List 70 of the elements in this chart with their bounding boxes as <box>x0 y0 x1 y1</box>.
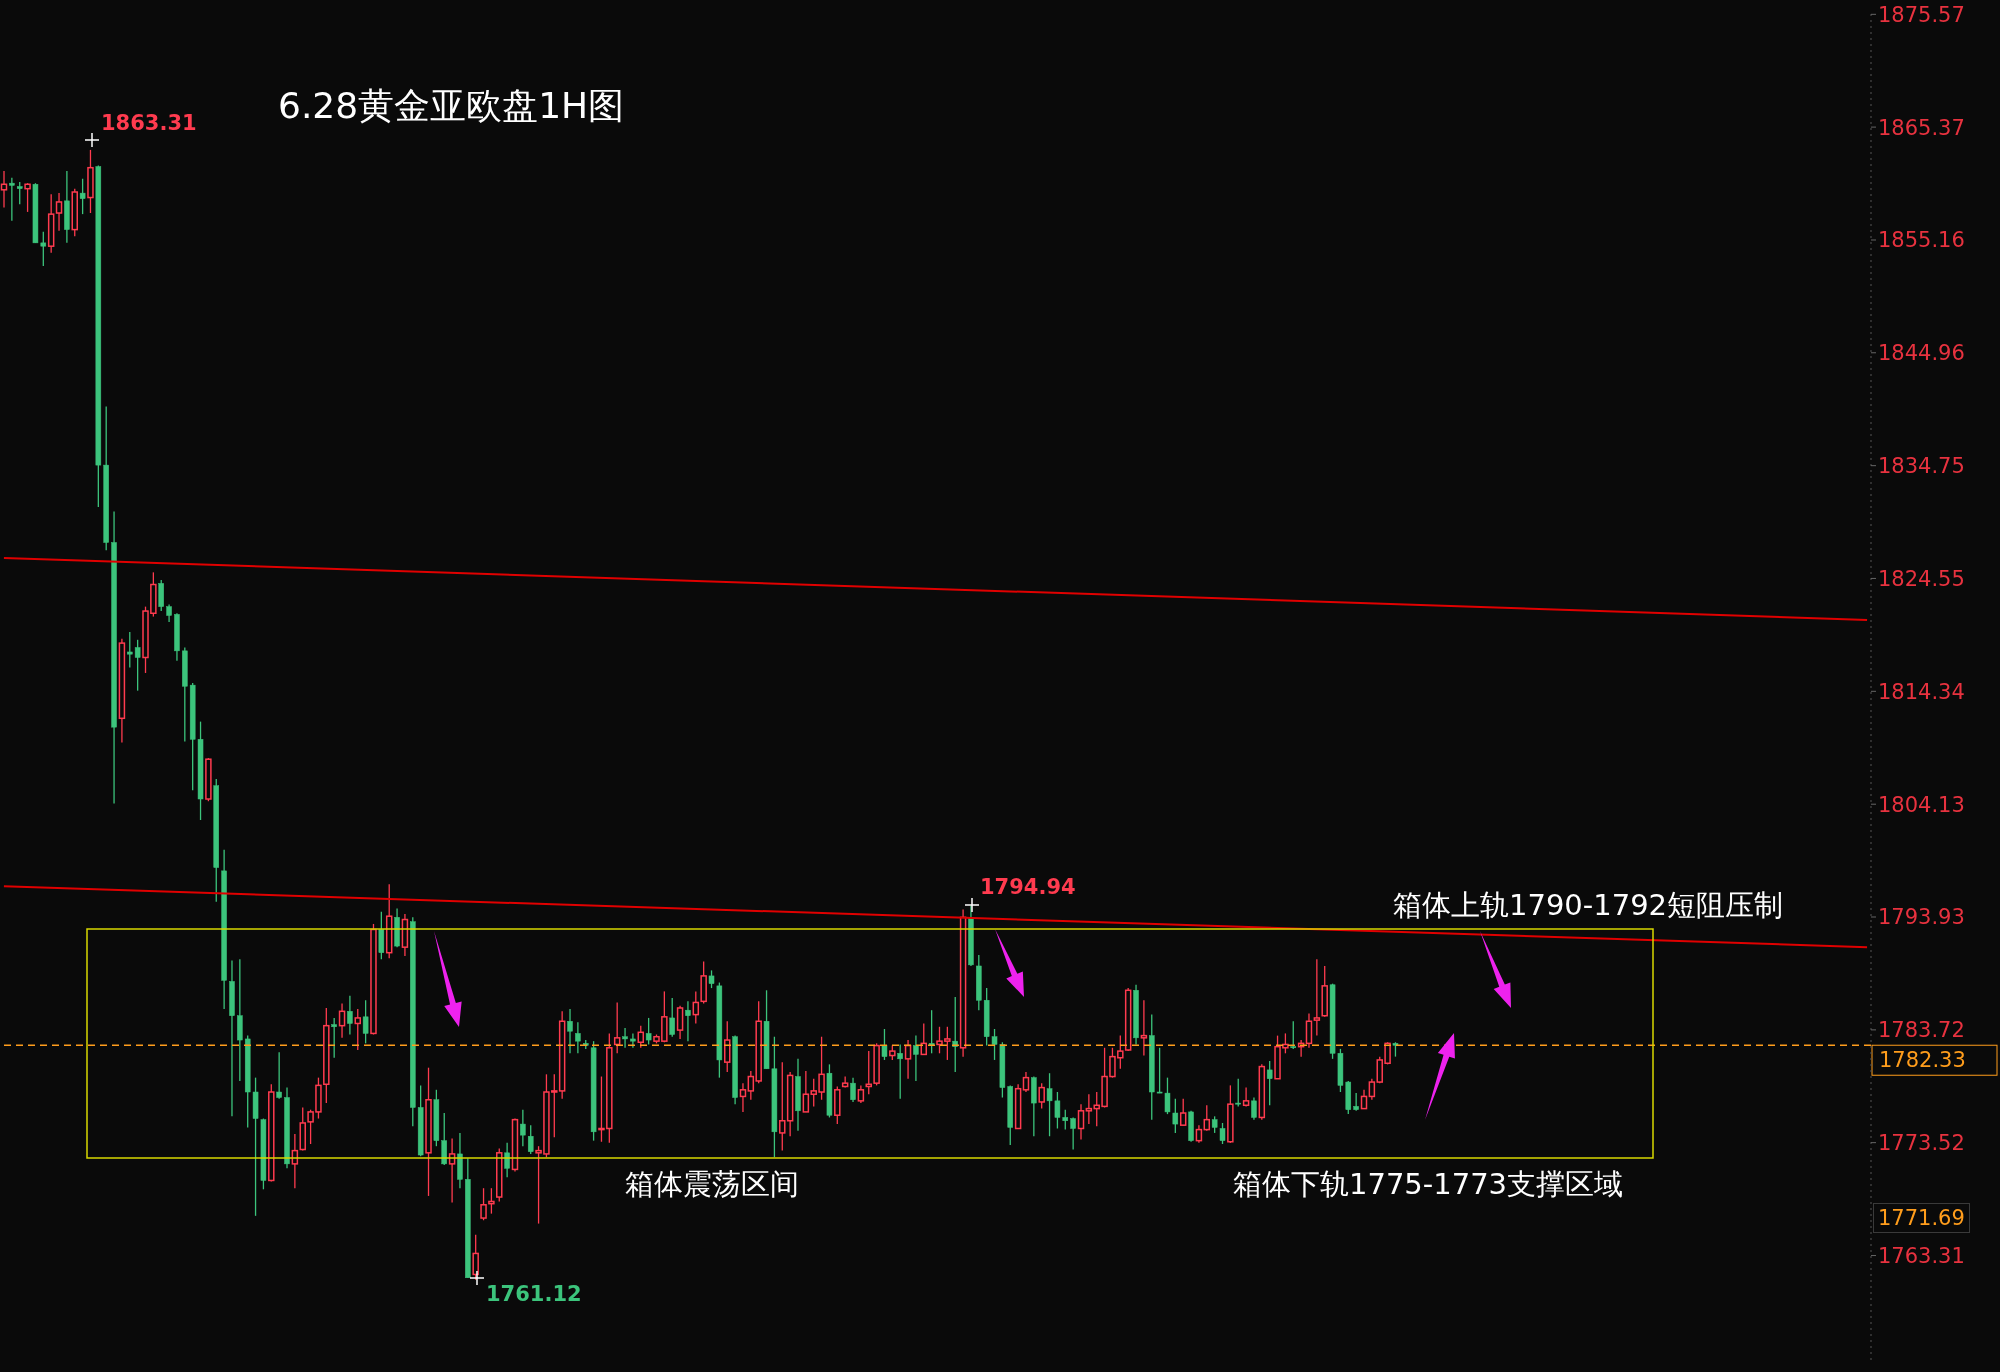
y-tick-label: 1855.16 <box>1878 228 1965 253</box>
candlestick <box>1077 1103 1085 1141</box>
candlestick <box>331 1017 337 1059</box>
annotation: 箱体上轨1790-1792短阻压制 <box>1393 887 1784 924</box>
candlestick <box>16 181 23 205</box>
candlestick <box>575 1021 581 1054</box>
text: 1771.69 <box>1873 1203 1970 1233</box>
candlestick <box>1251 1096 1257 1121</box>
y-tick-label: 1773.52 <box>1878 1131 1965 1156</box>
candlestick <box>622 1027 628 1049</box>
candlestick <box>480 1187 487 1221</box>
text: 6.28黄金亚欧盘1H图 <box>278 84 625 128</box>
candlestick <box>24 182 31 213</box>
candlestick <box>276 1051 282 1100</box>
candlestick <box>1022 1071 1030 1093</box>
candlestick <box>1305 1012 1313 1049</box>
candlestick <box>55 192 63 232</box>
candlestick <box>1290 1020 1297 1050</box>
candlestick <box>739 1082 747 1113</box>
candlestick <box>1070 1116 1076 1151</box>
candlestick <box>347 995 353 1036</box>
candlestick <box>897 1043 903 1100</box>
y-tick-label: 1804.13 <box>1878 792 1965 817</box>
candlestick <box>1140 999 1148 1057</box>
candlestick <box>520 1109 526 1147</box>
y-tick-label: 1824.55 <box>1878 566 1965 591</box>
candlestick <box>630 1032 636 1049</box>
y-tick-label: 1793.93 <box>1878 905 1965 930</box>
candlestick <box>1235 1078 1241 1108</box>
candlestick <box>913 1034 919 1082</box>
candlestick <box>158 579 164 612</box>
y-tick-label: 1814.34 <box>1878 679 1965 704</box>
y-tick-label: 1834.75 <box>1878 454 1965 479</box>
y-tick-label: 1783.72 <box>1878 1018 1965 1043</box>
candlestick <box>881 1028 888 1061</box>
candlestick <box>567 1008 573 1054</box>
candlestick <box>645 1017 652 1046</box>
y-tick-label: 1865.37 <box>1878 115 1965 140</box>
annotation: 1761.12 <box>486 1282 582 1306</box>
candlestick <box>637 1025 645 1049</box>
candlestick <box>504 1142 510 1178</box>
annotation: 1794.94 <box>980 875 1076 899</box>
annotation: 箱体下轨1775-1773支撑区域 <box>1233 1166 1624 1203</box>
candlestick <box>354 1008 362 1051</box>
candlestick <box>488 1187 495 1215</box>
ref-line-label: 1782.33 <box>1879 1048 1966 1073</box>
candlestick <box>692 990 700 1025</box>
candlestick <box>1266 1060 1273 1106</box>
candlestick <box>527 1124 534 1155</box>
candlestick <box>1038 1082 1045 1110</box>
y-tick-label: 1844.96 <box>1878 341 1965 366</box>
candlestick <box>676 1005 684 1040</box>
annotation: 1863.31 <box>101 111 197 135</box>
candlestick <box>850 1076 856 1103</box>
candlestick <box>1360 1089 1368 1110</box>
annotation: 箱体震荡区间 <box>625 1166 799 1203</box>
y-tick-label: 1875.57 <box>1878 2 1965 27</box>
candlestick <box>9 176 15 222</box>
candlestick <box>1313 958 1321 1037</box>
candlestick <box>952 996 958 1073</box>
candlestick <box>1179 1097 1187 1126</box>
candlestick <box>79 178 86 215</box>
candlestick <box>685 1000 691 1042</box>
y-tick-label: 1763.31 <box>1878 1243 1965 1268</box>
candlestick <box>669 997 675 1038</box>
candlestick <box>378 911 385 960</box>
candlestick <box>1203 1104 1211 1132</box>
candlestick <box>1219 1122 1226 1145</box>
candlestick <box>865 1050 872 1095</box>
candlestick <box>362 999 369 1045</box>
